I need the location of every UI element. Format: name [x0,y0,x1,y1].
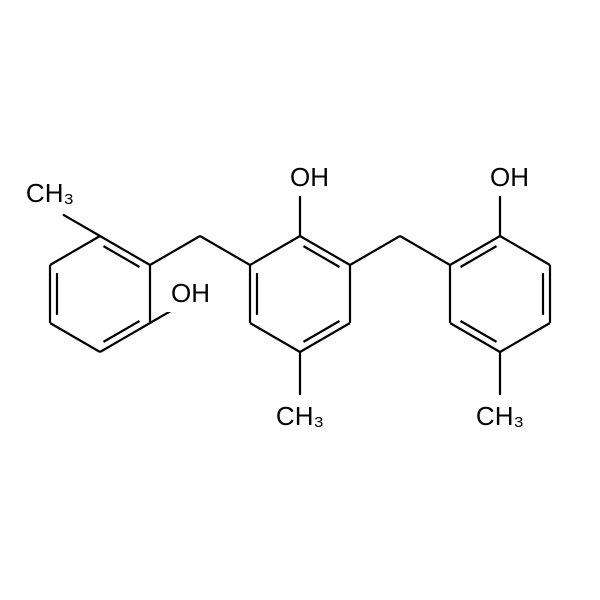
atom-label: OH [171,278,210,308]
atom-label: CH₃ [476,401,524,431]
canvas-bg [0,0,600,600]
atom-label: CH₃ [276,401,324,431]
atom-label: OH [490,162,529,192]
atom-label: OH [290,162,329,192]
molecule-diagram: OH OH OH CH₃ CH₃ CH₃ [0,0,600,600]
atom-label: CH₃ [26,178,74,208]
